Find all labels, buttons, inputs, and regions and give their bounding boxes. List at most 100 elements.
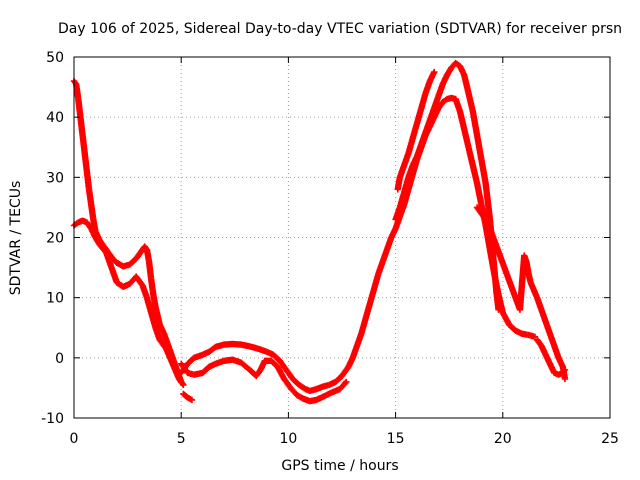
data-point-marker <box>253 367 263 380</box>
data-point-marker <box>156 336 169 351</box>
data-point-marker <box>336 379 349 393</box>
data-point-marker <box>473 132 485 161</box>
data-point-marker <box>561 366 569 374</box>
data-point-marker <box>473 204 484 216</box>
x-axis-label: GPS time / hours <box>281 458 398 474</box>
y-tick-label: 0 <box>55 351 64 367</box>
data-point-marker <box>486 225 523 312</box>
data-point-marker <box>302 385 312 394</box>
data-point-marker <box>366 286 377 307</box>
data-point-marker <box>448 94 458 102</box>
data-point-marker <box>405 172 416 193</box>
x-tick-label: 25 <box>601 431 619 447</box>
data-point-marker <box>178 360 190 375</box>
x-tick-label: 20 <box>494 431 512 447</box>
data-point-marker <box>418 91 429 112</box>
y-tick-label: 40 <box>46 110 64 126</box>
data-point-marker <box>143 294 154 315</box>
data-point-marker <box>394 175 403 193</box>
data-point-marker <box>358 317 369 337</box>
data-point-marker <box>87 201 97 222</box>
data-point-marker <box>83 168 93 192</box>
data-point-marker <box>180 381 187 389</box>
x-tick-label: 10 <box>279 431 297 447</box>
data-point-marker <box>551 369 561 378</box>
data-point-marker <box>559 368 568 377</box>
data-point-marker <box>175 375 186 387</box>
data-points <box>70 59 569 405</box>
data-point-marker <box>533 336 544 348</box>
data-point-marker <box>184 355 197 368</box>
data-point-marker <box>506 321 518 333</box>
data-point-marker <box>430 68 438 76</box>
data-point-marker <box>409 121 420 142</box>
data-point-marker <box>102 249 116 273</box>
y-axis-label: SDTVAR / TECUs <box>8 181 24 296</box>
data-point-marker <box>478 156 489 186</box>
data-point-marker <box>332 373 345 386</box>
chart-title: Day 106 of 2025, Sidereal Day-to-day VTE… <box>58 21 622 37</box>
data-point-marker <box>85 186 95 207</box>
data-point-marker <box>143 246 152 264</box>
data-point-marker <box>561 375 569 383</box>
data-point-marker <box>79 132 88 155</box>
data-point-marker <box>465 144 476 167</box>
y-tick-label: -10 <box>41 411 64 427</box>
data-point-marker <box>439 96 449 106</box>
x-axis-ticks: 0 5 10 15 20 25 <box>70 57 619 447</box>
y-tick-label: 10 <box>46 291 64 307</box>
data-point-marker <box>75 95 84 119</box>
y-tick-label: 50 <box>46 50 64 66</box>
data-point-marker <box>555 370 565 378</box>
data-point-marker <box>343 378 350 386</box>
data-point-marker <box>169 360 182 381</box>
data-point-marker <box>413 106 425 127</box>
data-point-marker <box>443 95 454 103</box>
data-point-marker <box>199 364 212 377</box>
data-point-marker <box>289 375 302 388</box>
data-point-marker <box>83 219 94 231</box>
data-point-marker <box>126 256 139 268</box>
data-point-marker <box>238 359 252 373</box>
data-point-marker <box>482 180 493 222</box>
data-point-marker <box>79 217 89 226</box>
x-tick-label: 15 <box>387 431 405 447</box>
data-point-marker <box>469 162 480 186</box>
data-point-marker <box>461 71 472 95</box>
data-point-marker <box>435 100 446 112</box>
data-point-marker <box>362 301 373 322</box>
data-point-marker <box>205 344 218 356</box>
data-point-marker <box>461 126 472 149</box>
data-point-marker <box>188 396 196 404</box>
data-point-marker <box>132 273 145 288</box>
data-point-marker <box>400 175 412 196</box>
data-point-marker <box>456 107 468 131</box>
data-point-marker <box>370 271 382 292</box>
data-point-marker <box>184 394 194 403</box>
data-point-marker <box>400 187 412 208</box>
data-point-marker <box>270 351 282 364</box>
y-tick-label: 30 <box>46 170 64 186</box>
data-point-marker <box>527 279 540 300</box>
y-axis-ticks: -10 0 10 20 30 40 50 <box>41 50 610 427</box>
data-point-marker <box>75 218 85 226</box>
data-point-marker <box>338 364 351 380</box>
data-point-marker <box>396 190 407 211</box>
data-point-marker <box>405 136 416 157</box>
data-point-marker <box>276 357 289 372</box>
data-point-marker <box>147 276 157 297</box>
data-point-marker <box>452 59 462 69</box>
data-point-marker <box>295 381 308 392</box>
data-point-marker <box>465 89 476 113</box>
data-point-marker <box>145 258 155 282</box>
data-point-marker <box>162 345 176 366</box>
data-point-marker <box>469 107 481 137</box>
data-point-marker <box>96 241 109 255</box>
data-point-marker <box>280 375 293 390</box>
data-point-marker <box>287 384 300 398</box>
data-point-marker <box>180 390 190 400</box>
y-tick-label: 20 <box>46 231 64 247</box>
x-tick-label: 0 <box>70 431 79 447</box>
grid <box>74 57 610 418</box>
